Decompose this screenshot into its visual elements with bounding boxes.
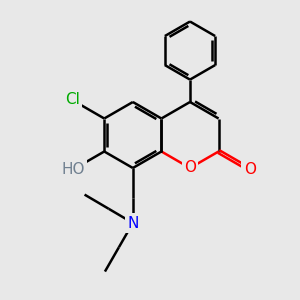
Text: HO: HO xyxy=(61,162,85,177)
Text: O: O xyxy=(244,162,256,177)
Text: N: N xyxy=(127,215,139,230)
Text: Cl: Cl xyxy=(65,92,80,107)
Text: O: O xyxy=(184,160,196,175)
